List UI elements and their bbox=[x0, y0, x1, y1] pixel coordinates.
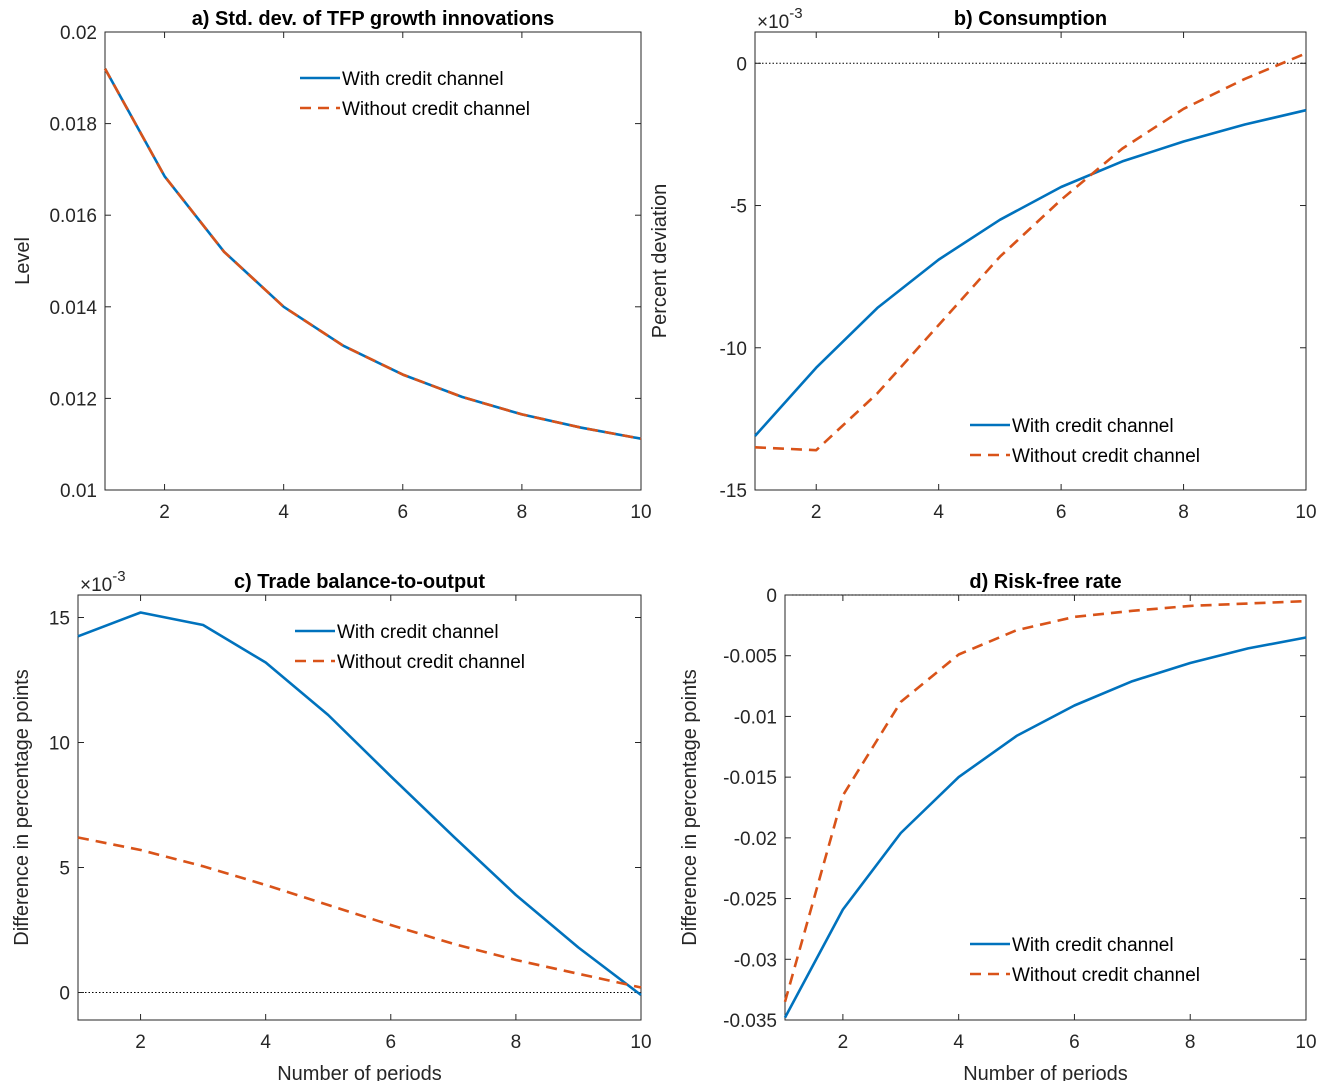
series-line-without-credit bbox=[783, 599, 1307, 1003]
y-tick-label: 0.016 bbox=[49, 206, 97, 227]
x-tick-label: 8 bbox=[511, 1032, 522, 1053]
legend-label: Without credit channel bbox=[1012, 965, 1200, 986]
panel-a: 2 4 6 8 10 0.01 0.012 0.014 0.016 0.018 0.02 a) Std… bbox=[12, 8, 652, 523]
exponent-power: -3 bbox=[789, 5, 802, 22]
y-tick-label: 0.01 bbox=[60, 481, 97, 502]
x-tick-label: 4 bbox=[933, 502, 944, 523]
series-line-without-credit bbox=[103, 67, 642, 440]
chart-title: c) Trade balance-to-output bbox=[234, 571, 485, 593]
x-tick-label: 8 bbox=[1185, 1032, 1196, 1053]
x-tick-label: 2 bbox=[135, 1032, 146, 1053]
x-tick-label: 6 bbox=[1069, 1032, 1080, 1053]
legend-label: Without credit channel bbox=[337, 652, 525, 673]
panel-b: 2 4 6 8 10 -15 -10 -5 0 ×10-3 b) Consumption Percen… bbox=[649, 5, 1317, 523]
legend-label: Without credit channel bbox=[342, 99, 530, 120]
x-axis-label: Number of periods bbox=[963, 1063, 1128, 1081]
legend-label: With credit channel bbox=[1012, 935, 1174, 956]
y-tick-label: 0.018 bbox=[49, 115, 97, 136]
y-tick-label: 0 bbox=[766, 586, 777, 607]
y-tick-label: 15 bbox=[49, 609, 70, 630]
x-tick-label: 6 bbox=[397, 502, 408, 523]
axis-exponent: ×10-3 bbox=[80, 568, 126, 596]
y-tick-label: 0.02 bbox=[60, 23, 97, 44]
x-tick-label: 2 bbox=[811, 502, 822, 523]
y-tick-label: 0 bbox=[59, 984, 70, 1005]
y-tick-label: 0.014 bbox=[49, 298, 97, 319]
chart-title: a) Std. dev. of TFP growth innovations bbox=[192, 8, 555, 30]
y-tick-label: 0 bbox=[736, 54, 747, 75]
x-axis-label: Number of periods bbox=[277, 1063, 442, 1081]
panel-d: 2 4 6 8 10 -0.035 -0.03 -0.025 -0.02 -0.015 -0.01 -… bbox=[679, 571, 1317, 1081]
y-axis-label: Difference in percentage points bbox=[11, 669, 33, 945]
x-tick-label: 10 bbox=[630, 1032, 651, 1053]
x-tick-label: 4 bbox=[260, 1032, 271, 1053]
legend-label: With credit channel bbox=[342, 69, 504, 90]
y-tick-label: -0.02 bbox=[734, 829, 777, 850]
legend-label: Without credit channel bbox=[1012, 446, 1200, 467]
x-tick-label: 10 bbox=[1295, 502, 1316, 523]
legend-label: With credit channel bbox=[337, 622, 499, 643]
x-tick-label: 10 bbox=[1295, 1032, 1316, 1053]
y-tick-label: -15 bbox=[720, 481, 747, 502]
axes-box bbox=[784, 594, 1307, 1021]
y-axis-label: Difference in percentage points bbox=[679, 669, 701, 945]
series-line-without-credit bbox=[754, 52, 1307, 452]
axis-exponent: ×10-3 bbox=[757, 5, 803, 33]
axes-box bbox=[77, 594, 642, 1021]
y-axis-label: Percent deviation bbox=[649, 184, 671, 339]
panel-c: 2 4 6 8 10 0 5 10 15 ×10-3 c) Trade balance-to-out… bbox=[11, 568, 652, 1081]
x-tick-label: 8 bbox=[1178, 502, 1189, 523]
series-line-without-credit bbox=[77, 836, 642, 989]
legend-label: With credit channel bbox=[1012, 416, 1174, 437]
y-axis-label: Level bbox=[12, 237, 34, 285]
x-tick-label: 10 bbox=[630, 502, 651, 523]
x-tick-label: 8 bbox=[517, 502, 528, 523]
chart-title: b) Consumption bbox=[954, 8, 1107, 30]
y-tick-label: -0.01 bbox=[734, 707, 777, 728]
x-tick-label: 4 bbox=[278, 502, 289, 523]
x-tick-label: 4 bbox=[953, 1032, 964, 1053]
x-tick-label: 2 bbox=[838, 1032, 849, 1053]
exponent-power: -3 bbox=[112, 568, 125, 585]
x-tick-label: 2 bbox=[159, 502, 170, 523]
series-line-with-credit bbox=[783, 636, 1307, 1019]
y-tick-label: -0.005 bbox=[723, 647, 777, 668]
y-tick-label: 5 bbox=[59, 859, 70, 880]
axes-box bbox=[104, 31, 642, 491]
series-line-with-credit bbox=[754, 108, 1307, 437]
y-tick-label: 10 bbox=[49, 734, 70, 755]
y-tick-label: -0.015 bbox=[723, 768, 777, 789]
y-tick-label: 0.012 bbox=[49, 389, 97, 410]
y-tick-label: -0.03 bbox=[734, 950, 777, 971]
x-tick-label: 6 bbox=[1056, 502, 1067, 523]
exponent-base: ×10 bbox=[757, 12, 789, 33]
exponent-base: ×10 bbox=[80, 575, 112, 596]
y-tick-label: -10 bbox=[720, 339, 747, 360]
y-tick-label: -0.025 bbox=[723, 890, 777, 911]
y-tick-label: -0.035 bbox=[723, 1011, 777, 1032]
y-tick-label: -5 bbox=[730, 197, 747, 218]
series-line-with-credit bbox=[103, 67, 642, 440]
x-tick-label: 6 bbox=[385, 1032, 396, 1053]
axes-box bbox=[754, 31, 1307, 491]
series-line-with-credit bbox=[77, 611, 642, 997]
chart-title: d) Risk-free rate bbox=[969, 571, 1121, 593]
